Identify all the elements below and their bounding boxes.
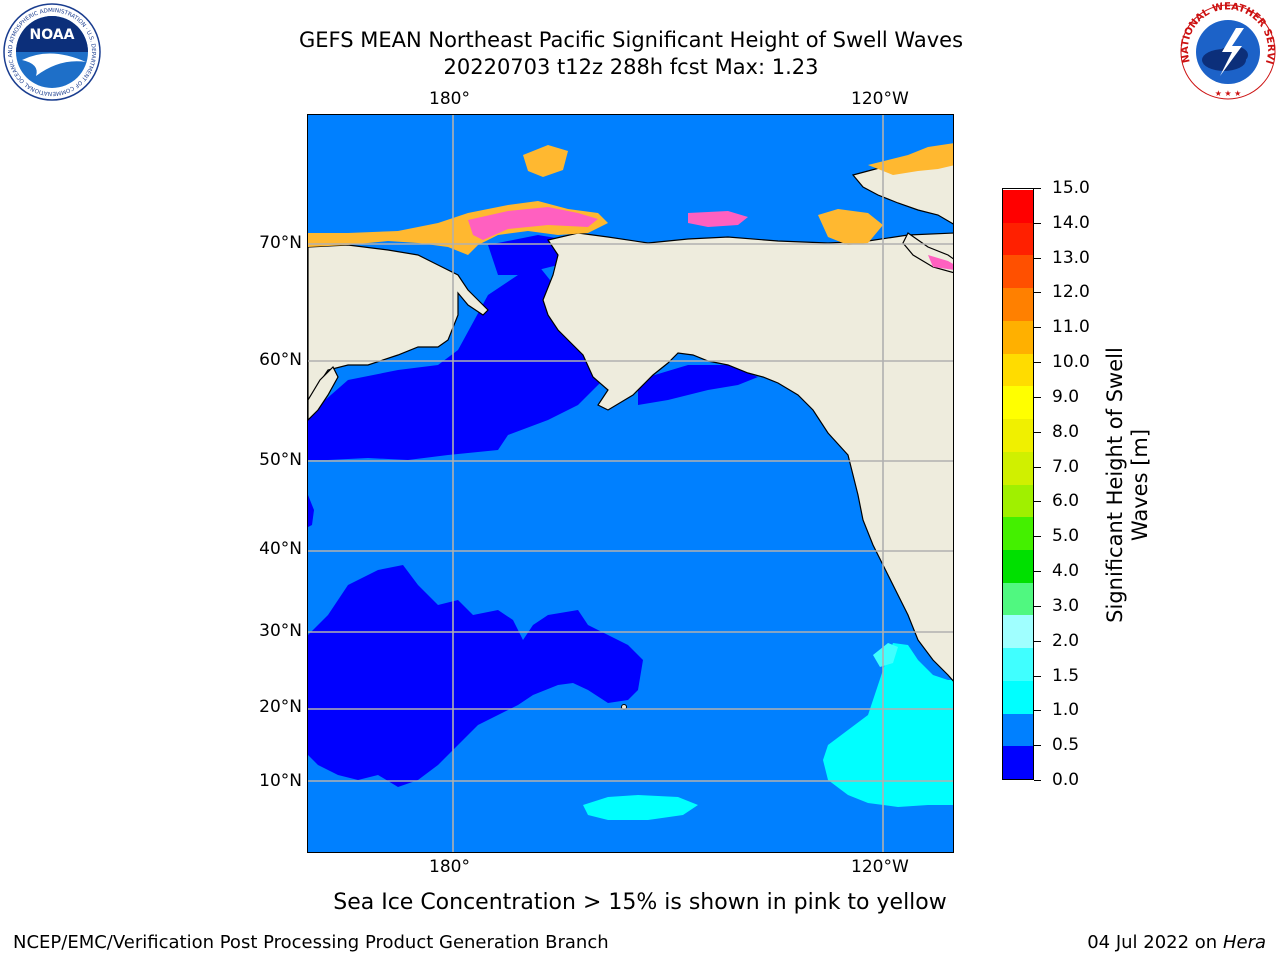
colorbar-segment [1003, 484, 1033, 518]
low-swell-central-pacific [308, 565, 643, 787]
noaa-logo-text: NOAA [30, 27, 75, 43]
colorbar-tick-mark [1034, 675, 1041, 677]
colorbar-segment [1003, 418, 1033, 452]
colorbar-segment [1003, 222, 1033, 256]
swell-1-1.5-east [823, 643, 953, 807]
lat-tick-40n: 40°N [259, 539, 302, 559]
colorbar-tick-label: 6.0 [1052, 491, 1080, 512]
colorbar-tick-label: 14.0 [1052, 212, 1090, 233]
low-swell-bering [308, 265, 608, 460]
colorbar-tick-label: 1.5 [1052, 665, 1080, 686]
footer-date: 04 Jul 2022 on Hera [1087, 932, 1266, 953]
colorbar-segment [1003, 647, 1033, 681]
chart-subtitle: 20220703 t12z 288h fcst Max: 1.23 [443, 55, 819, 79]
colorbar-segment [1003, 320, 1033, 354]
colorbar-tick-mark [1034, 396, 1041, 398]
sea-ice-caption: Sea Ice Concentration > 15% is shown in … [333, 890, 947, 915]
lat-tick-10n: 10°N [259, 771, 302, 791]
colorbar [1002, 188, 1034, 780]
colorbar-tick-mark [1034, 605, 1041, 607]
colorbar-segment [1003, 582, 1033, 616]
lon-tick-top-180: 180° [429, 89, 470, 109]
colorbar-segment [1003, 386, 1033, 420]
lon-tick-bottom-180: 180° [429, 857, 470, 877]
lat-tick-30n: 30°N [259, 621, 302, 641]
nws-logo: NATIONAL WEATHER SERVICE ★ ★ ★ [1178, 2, 1276, 100]
colorbar-tick-label: 4.0 [1052, 561, 1080, 582]
map-grid [308, 115, 953, 852]
colorbar-segment [1003, 516, 1033, 550]
colorbar-segment [1003, 287, 1033, 321]
colorbar-tick-mark [1034, 327, 1041, 329]
swell-1.5-2-patch [873, 643, 898, 667]
noaa-logo: NOAA NATIONAL OCEANIC AND ATMOSPHERIC AD… [0, 2, 101, 101]
colorbar-tick-label: 15.0 [1052, 178, 1090, 198]
low-swell-gulf [638, 365, 758, 405]
colorbar-tick-label: 3.0 [1052, 595, 1080, 616]
lat-tick-50n: 50°N [259, 450, 302, 470]
colorbar-tick-mark [1034, 292, 1041, 294]
footer-date-text: 04 Jul 2022 on [1087, 932, 1223, 953]
colorbar-tick-label: 13.0 [1052, 247, 1090, 268]
lat-tick-70n: 70°N [259, 233, 302, 253]
colorbar-tick-mark [1034, 501, 1041, 503]
colorbar-tick-mark [1034, 745, 1041, 747]
lon-tick-top-120w: 120°W [851, 89, 909, 109]
colorbar-tick-label: 0.0 [1052, 770, 1080, 790]
colorbar-tick-mark [1034, 257, 1041, 259]
sea-ice-north-patches [523, 145, 568, 177]
colorbar-tick-label: 10.0 [1052, 352, 1090, 373]
colorbar-segment [1003, 451, 1033, 485]
colorbar-tick-mark [1034, 640, 1041, 642]
colorbar-tick-label: 5.0 [1052, 526, 1080, 547]
sea-ice-pink-band [468, 207, 598, 240]
land-kamchatka [308, 365, 339, 421]
colorbar-segment [1003, 746, 1033, 779]
colorbar-tick-label: 11.0 [1052, 317, 1090, 338]
colorbar-segment [1003, 549, 1033, 583]
colorbar-segment [1003, 255, 1033, 289]
chart-title: GEFS MEAN Northeast Pacific Significant … [298, 28, 964, 52]
colorbar-tick-mark [1034, 536, 1041, 538]
colorbar-tick-label: 0.5 [1052, 735, 1080, 756]
swell-1-1.5-south [583, 795, 698, 820]
colorbar-tick-mark [1034, 571, 1041, 573]
colorbar-title: Significant Height of Swell Waves [m] [1103, 347, 1152, 623]
colorbar-tick-mark [1034, 710, 1041, 712]
footer-organization: NCEP/EMC/Verification Post Processing Pr… [13, 932, 609, 953]
colorbar-tick-mark [1034, 188, 1041, 189]
colorbar-tick-label: 8.0 [1052, 421, 1080, 442]
colorbar-segment [1003, 615, 1033, 649]
colorbar-tick-mark [1034, 362, 1041, 364]
map-panel [307, 114, 954, 853]
colorbar-segment [1003, 353, 1033, 387]
colorbar-tick-mark [1034, 466, 1041, 468]
lat-tick-60n: 60°N [259, 350, 302, 370]
colorbar-tick-mark [1034, 780, 1041, 781]
sea-ice-arctic-top [868, 143, 953, 175]
colorbar-tick-label: 7.0 [1052, 456, 1080, 477]
low-swell-west-edge [308, 495, 314, 527]
colorbar-tick-mark [1034, 222, 1041, 224]
map-canvas [308, 115, 953, 852]
colorbar-tick-label: 9.0 [1052, 386, 1080, 407]
lat-tick-20n: 20°N [259, 697, 302, 717]
sea-ice-far-ne [928, 255, 953, 270]
colorbar-tick-label: 2.0 [1052, 630, 1080, 651]
colorbar-tick-label: 12.0 [1052, 282, 1090, 303]
colorbar-tick-label: 1.0 [1052, 700, 1080, 721]
colorbar-segment [1003, 680, 1033, 714]
lon-tick-bottom-120w: 120°W [851, 857, 909, 877]
footer-system: Hera [1222, 932, 1266, 953]
colorbar-segment [1003, 189, 1033, 223]
colorbar-segment [1003, 713, 1033, 747]
colorbar-tick-mark [1034, 431, 1041, 433]
sea-ice-beaufort [688, 211, 748, 227]
sea-ice-canada-archipelago [818, 209, 883, 245]
svg-text:★ ★ ★: ★ ★ ★ [1215, 89, 1242, 98]
